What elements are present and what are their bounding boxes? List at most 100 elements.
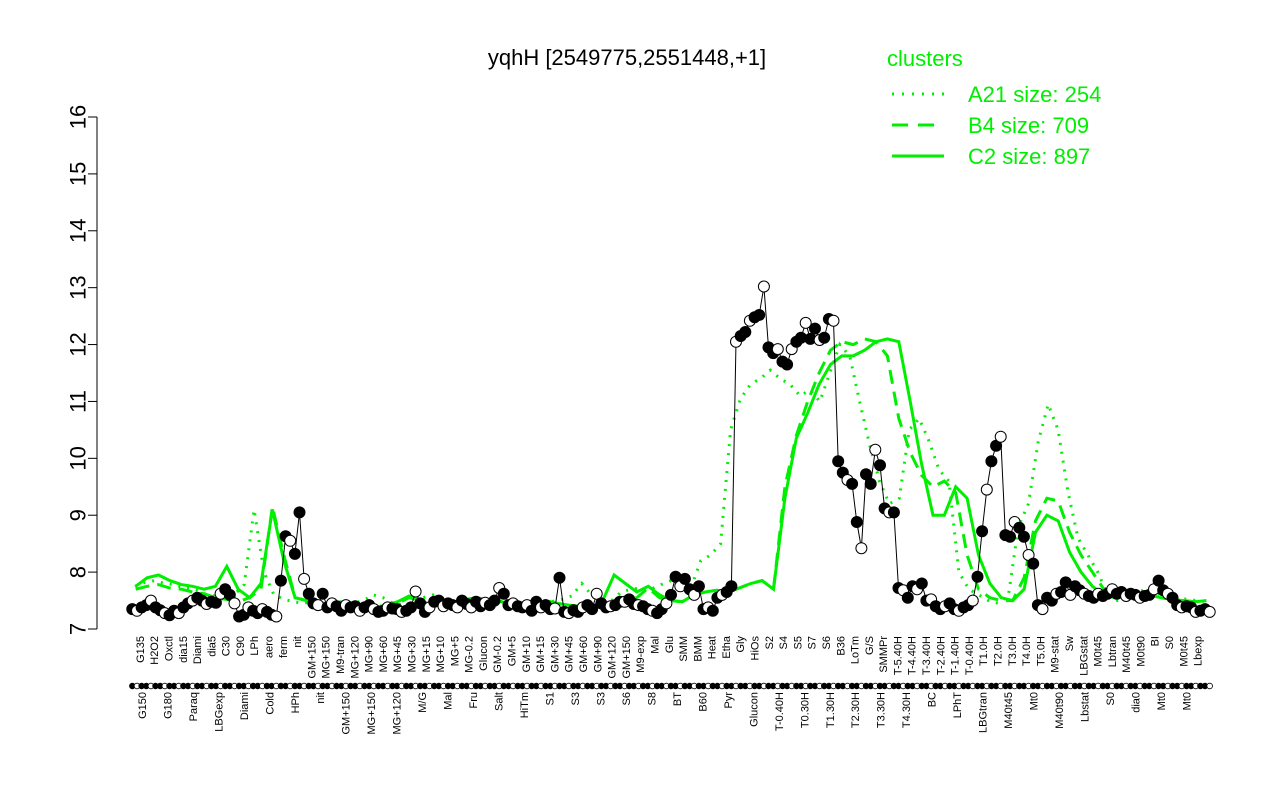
data-point: [781, 358, 794, 371]
x-tick-label-upper: SMMPr: [878, 636, 890, 673]
x-tick-label-upper: Diami: [192, 636, 204, 664]
chart-title: yqhH [2549775,2551448,+1]: [488, 45, 766, 70]
x-tick-label-upper: BI: [1150, 636, 1162, 646]
x-tick-label-upper: T-2.40H: [935, 636, 947, 675]
data-point: [298, 572, 311, 585]
data-point: [753, 309, 766, 321]
x-tick-label-upper: T3.0H: [1007, 636, 1019, 666]
x-tick-label-upper: MG+90: [364, 636, 376, 672]
x-tick-label-lower: Cold: [264, 692, 276, 715]
x-tick-label-upper: MG+30: [406, 636, 418, 672]
data-point: [869, 443, 882, 456]
x-tick-label-upper: C90: [235, 636, 247, 656]
x-tick-label-lower: S3: [570, 692, 582, 705]
y-tick-label: 12: [66, 332, 91, 356]
x-tick-label-lower: Pyr: [723, 692, 735, 709]
x-tick-label-upper: GM+150: [306, 636, 318, 679]
legend-label: C2 size: 897: [968, 144, 1090, 169]
x-tick-label-upper: S2: [764, 636, 776, 649]
x-tick-label-upper: aero: [263, 636, 275, 658]
x-tick-label-upper: T-4.40H: [907, 636, 919, 675]
x-tick-label-upper: Sw: [1064, 636, 1076, 651]
x-tick-label-upper: BMM: [692, 636, 704, 662]
x-tick-label-lower: T4.30H: [901, 692, 913, 728]
x-tick-label-lower: LBGtran: [978, 692, 990, 733]
x-tick-label-upper: GM-0.2: [492, 636, 504, 673]
x-tick-label-lower: BT: [672, 692, 684, 706]
x-tick-label-lower: Paraq: [188, 692, 200, 721]
data-point: [799, 316, 812, 329]
data-point: [771, 343, 784, 356]
x-tick-label-upper: MG+15: [421, 636, 433, 672]
x-tick-label-upper: T4.0H: [1021, 636, 1033, 666]
data-point: [586, 603, 599, 616]
x-tick-label-upper: Lbtran: [1107, 636, 1119, 667]
legend-label: A21 size: 254: [968, 82, 1101, 107]
x-tick-label-upper: GM+30: [549, 636, 561, 672]
x-tick-label-upper: T-3.40H: [921, 636, 933, 675]
x-axis-labels: G135 H2O2 Oxctl dia15 Diami dia5 C30 C90 LPh aero…: [135, 635, 1205, 734]
x-tick-label-lower: S8: [646, 692, 658, 705]
x-tick-label-upper: MG-0.2: [464, 636, 476, 673]
data-point: [809, 322, 821, 335]
x-tick-label-lower: LBGexp: [213, 692, 225, 732]
data-point: [706, 604, 719, 617]
x-tick-label-upper: ferm: [278, 636, 290, 658]
x-tick-label-upper: Glucon: [478, 636, 490, 671]
x-tick-label-upper: S4: [778, 636, 790, 649]
cluster-line-1: [134, 341, 1208, 608]
data-point: [827, 314, 840, 327]
x-tick-label-upper: H2O2: [149, 636, 161, 665]
x-tick-label-lower: S0: [1105, 692, 1117, 705]
data-point: [274, 574, 287, 587]
data-point: [1036, 603, 1049, 616]
data-point: [739, 326, 752, 338]
data-point: [288, 547, 301, 560]
data-point: [864, 477, 877, 490]
data-point: [590, 587, 603, 600]
y-tick-label: 8: [66, 566, 91, 578]
x-tick-label-lower: HPh: [290, 692, 302, 713]
x-tick-label-upper: S7: [807, 636, 819, 649]
data-point: [850, 516, 863, 528]
data-point: [966, 594, 979, 607]
data-point: [818, 331, 831, 344]
x-tick-label-upper: M9-exp: [635, 636, 647, 673]
data-point: [293, 506, 306, 519]
x-tick-label-upper: T1.0H: [978, 636, 990, 666]
data-point: [1027, 557, 1040, 570]
data-point: [901, 591, 914, 604]
data-point: [270, 610, 283, 623]
x-tick-label-upper: G135: [135, 636, 147, 663]
y-tick-label: 14: [66, 219, 91, 243]
x-tick-label-upper: dia5: [206, 636, 218, 657]
x-tick-label-upper: GM+10: [521, 636, 533, 672]
x-tick-label-lower: G150: [137, 692, 149, 719]
x-tick-label-upper: C30: [221, 636, 233, 656]
y-tick-label: 10: [66, 446, 91, 470]
x-tick-label-lower: S6: [621, 692, 633, 705]
x-tick-label-upper: GM+90: [592, 636, 604, 672]
data-point: [302, 587, 315, 600]
x-tick-label-upper: B36: [835, 636, 847, 656]
x-tick-label-upper: GM+120: [607, 636, 619, 679]
x-tick-label-lower: Glucon: [748, 692, 760, 727]
x-tick-label-upper: MG+10: [435, 636, 447, 672]
data-point: [915, 577, 928, 590]
x-tick-label-lower: HiTm: [519, 692, 531, 718]
x-tick-label-upper: HiOs: [749, 636, 761, 661]
x-tick-label-lower: LPhT: [952, 692, 964, 719]
cluster-lines: [134, 337, 1208, 609]
x-tick-label-lower: Mt0: [1029, 692, 1041, 710]
x-tick-label-upper: GM+5: [506, 636, 518, 666]
x-rug-marks: [129, 682, 1213, 690]
data-point: [846, 477, 859, 490]
y-axis: 7 8 9 10 11 12 13 14 15 16: [66, 105, 98, 635]
x-tick-label-upper: MG+5: [449, 636, 461, 666]
x-tick-label-upper: Mal: [649, 636, 661, 654]
x-tick-label-lower: M/G: [417, 692, 429, 713]
data-point: [1203, 605, 1216, 618]
x-tick-label-upper: GM+60: [578, 636, 590, 672]
x-tick-label-lower: dia0: [1130, 692, 1142, 713]
